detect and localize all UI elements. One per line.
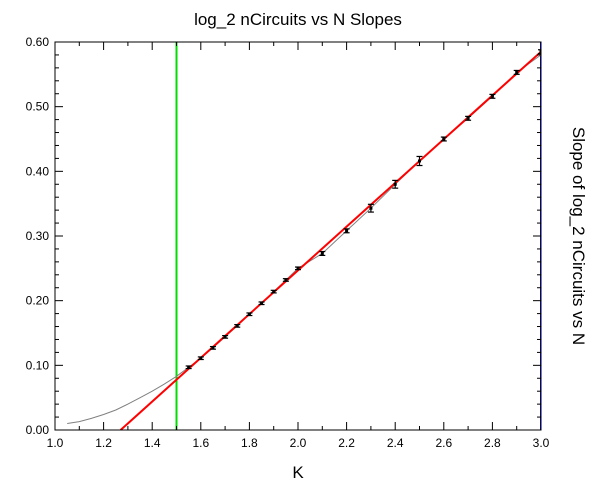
x-tick-label: 1.2 xyxy=(95,436,112,450)
point-marker xyxy=(442,137,446,141)
point-marker xyxy=(418,159,421,163)
plot-frame xyxy=(54,41,542,431)
data-point xyxy=(222,334,229,339)
point-marker xyxy=(393,182,397,186)
x-tick-label: 1.0 xyxy=(47,436,64,450)
data-point xyxy=(258,301,265,306)
x-tick-label: 3.0 xyxy=(533,436,550,450)
axis-ticks: 1.0 1.2 1.4 1.6 1.8 2.0 2.2 2.4 2.6 2.8 3.0 0.00 0.1… xyxy=(26,35,550,450)
plot-area xyxy=(67,42,541,430)
point-marker xyxy=(235,324,239,328)
data-point xyxy=(209,345,216,350)
data-point xyxy=(392,179,399,189)
data-point xyxy=(234,323,241,328)
plot-inner xyxy=(67,42,541,430)
fit-line xyxy=(119,50,541,430)
data-point xyxy=(538,49,541,55)
y-tick-label: 0.60 xyxy=(26,35,50,49)
point-marker xyxy=(369,206,373,210)
point-marker xyxy=(466,116,470,120)
x-tick-label: 1.4 xyxy=(144,436,161,450)
data-point xyxy=(319,250,326,256)
point-marker xyxy=(515,70,519,74)
point-marker xyxy=(345,229,349,233)
point-marker xyxy=(247,312,251,316)
data-point xyxy=(246,312,253,317)
trend-curve xyxy=(67,54,541,424)
data-point xyxy=(465,115,472,121)
point-marker xyxy=(260,301,264,305)
point-marker xyxy=(199,356,203,360)
point-marker xyxy=(272,290,276,294)
point-marker xyxy=(211,346,215,350)
x-tick-label: 1.8 xyxy=(241,436,258,450)
data-point xyxy=(270,289,277,294)
data-point xyxy=(440,136,447,142)
data-point xyxy=(489,93,496,99)
y-tick-label: 0.10 xyxy=(26,358,50,372)
data-point xyxy=(416,155,423,167)
point-marker xyxy=(320,251,324,255)
data-point xyxy=(282,278,289,282)
data-point xyxy=(343,228,350,234)
x-tick-label: 2.0 xyxy=(290,436,307,450)
y-tick-label: 0.40 xyxy=(26,164,50,178)
x-tick-label: 2.6 xyxy=(435,436,452,450)
x-tick-label: 1.6 xyxy=(192,436,209,450)
point-marker xyxy=(296,266,300,270)
point-marker xyxy=(490,94,494,98)
point-marker xyxy=(223,335,227,339)
y-tick-label: 0.30 xyxy=(26,229,50,243)
data-point xyxy=(185,365,192,370)
x-tick-label: 2.2 xyxy=(338,436,355,450)
data-point xyxy=(295,266,301,271)
point-marker xyxy=(187,365,191,369)
point-marker xyxy=(539,50,541,54)
data-point xyxy=(197,356,204,361)
point-marker xyxy=(284,278,288,282)
x-axis-label: K xyxy=(292,463,304,482)
chart-title: log_2 nCircuits vs N Slopes xyxy=(194,10,402,29)
y-tick-label: 0.20 xyxy=(26,294,50,308)
y-tick-label: 0.00 xyxy=(26,423,50,437)
x-tick-label: 2.8 xyxy=(484,436,501,450)
y-axis-label: Slope of log_2 nCircuits vs N xyxy=(569,127,588,345)
x-tick-label: 2.4 xyxy=(387,436,404,450)
y-tick-label: 0.50 xyxy=(26,100,50,114)
data-point xyxy=(513,69,520,75)
data-point xyxy=(367,203,374,213)
